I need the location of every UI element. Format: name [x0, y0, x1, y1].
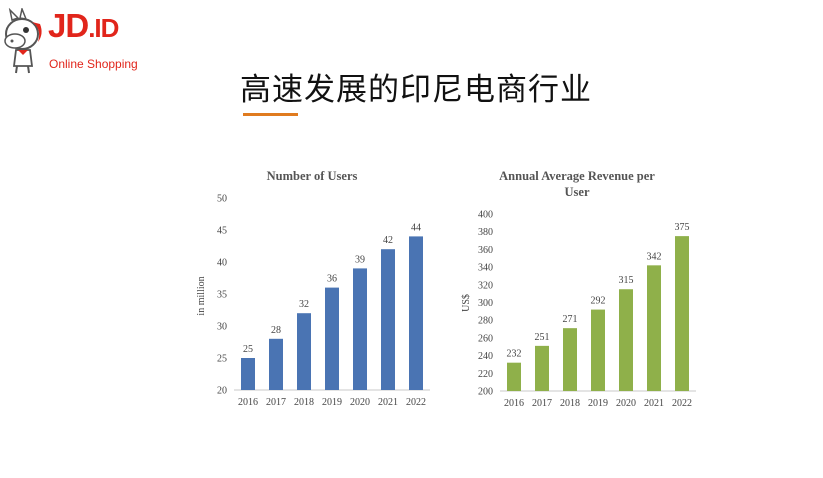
data-label: 28: [271, 325, 281, 336]
y-tick-label: 25: [217, 354, 227, 365]
chart-title-line-2: User: [565, 185, 590, 199]
chart-title-line-1: Annual Average Revenue per: [499, 169, 655, 183]
x-tick-label: 2017: [266, 397, 286, 408]
x-tick-label: 2021: [378, 397, 398, 408]
logo-wordmark-suffix: .ID: [88, 13, 119, 43]
bar-2022: [409, 236, 423, 390]
data-label: 292: [591, 296, 606, 307]
jd-id-logo[interactable]: JD.ID Online Shopping: [0, 0, 150, 80]
y-tick-label: 20: [217, 386, 227, 397]
page-title: 高速发展的印尼电商行业: [240, 72, 592, 108]
arpu-bar-chart: Annual Average Revenue per User US$ 200 2…: [461, 169, 696, 409]
y-tick-label: 400: [478, 210, 493, 221]
x-tick-label: 2022: [672, 398, 692, 409]
users-bar-chart: Number of Users in million 20 25 30 35 40 45 5…: [196, 169, 430, 408]
x-tick-label: 2019: [588, 398, 608, 409]
data-label: 32: [299, 299, 309, 310]
bar-2018: [563, 328, 577, 391]
data-label: 251: [535, 332, 550, 343]
bar-2022: [675, 236, 689, 391]
data-label: 42: [383, 235, 393, 246]
y-tick-label: 45: [217, 226, 227, 237]
horse-mascot-icon: [4, 8, 42, 74]
logo-wordmark-main: JD: [48, 7, 89, 44]
bar-2020: [353, 268, 367, 390]
data-label: 36: [327, 274, 337, 285]
x-tick-label: 2019: [322, 397, 342, 408]
x-tick-label: 2016: [504, 398, 524, 409]
x-tick-label: 2020: [350, 397, 370, 408]
data-label: 342: [647, 251, 662, 262]
bar-2019: [325, 287, 339, 390]
bar-2021: [381, 249, 395, 390]
y-tick-label: 200: [478, 387, 493, 398]
bar-2016: [507, 362, 521, 391]
y-tick-label: 380: [478, 227, 493, 238]
x-tick-label: 2018: [560, 398, 580, 409]
bar-2021: [647, 265, 661, 391]
y-tick-label: 40: [217, 258, 227, 269]
chart-title: Number of Users: [267, 169, 358, 183]
y-tick-label: 50: [217, 194, 227, 205]
logo-wordmark: JD.ID: [48, 7, 119, 46]
data-label: 315: [619, 275, 634, 286]
x-tick-label: 2022: [406, 397, 426, 408]
x-tick-label: 2021: [644, 398, 664, 409]
data-label: 25: [243, 344, 253, 355]
bar-2016: [241, 358, 255, 390]
bar-2018: [297, 313, 311, 390]
data-label: 44: [411, 222, 421, 233]
bar-2017: [535, 345, 549, 391]
bar-2020: [619, 289, 633, 391]
data-label: 232: [507, 349, 522, 360]
data-label: 39: [355, 254, 365, 265]
data-label: 271: [563, 314, 578, 325]
y-tick-label: 260: [478, 333, 493, 344]
y-tick-label: 360: [478, 245, 493, 256]
y-tick-label: 320: [478, 280, 493, 291]
x-tick-label: 2017: [532, 398, 552, 409]
x-tick-label: 2018: [294, 397, 314, 408]
bar-2017: [269, 338, 283, 390]
y-axis-label: US$: [461, 294, 472, 312]
y-tick-label: 220: [478, 369, 493, 380]
bar-2019: [591, 309, 605, 391]
y-tick-label: 340: [478, 263, 493, 274]
y-tick-label: 280: [478, 316, 493, 327]
data-label: 375: [675, 222, 690, 233]
y-tick-label: 30: [217, 322, 227, 333]
y-axis-label: in million: [196, 276, 207, 315]
x-tick-label: 2020: [616, 398, 636, 409]
logo-tagline: Online Shopping: [49, 57, 138, 71]
y-tick-label: 300: [478, 298, 493, 309]
x-tick-label: 2016: [238, 397, 258, 408]
y-tick-label: 35: [217, 290, 227, 301]
y-tick-label: 240: [478, 351, 493, 362]
title-underline: [243, 113, 298, 116]
